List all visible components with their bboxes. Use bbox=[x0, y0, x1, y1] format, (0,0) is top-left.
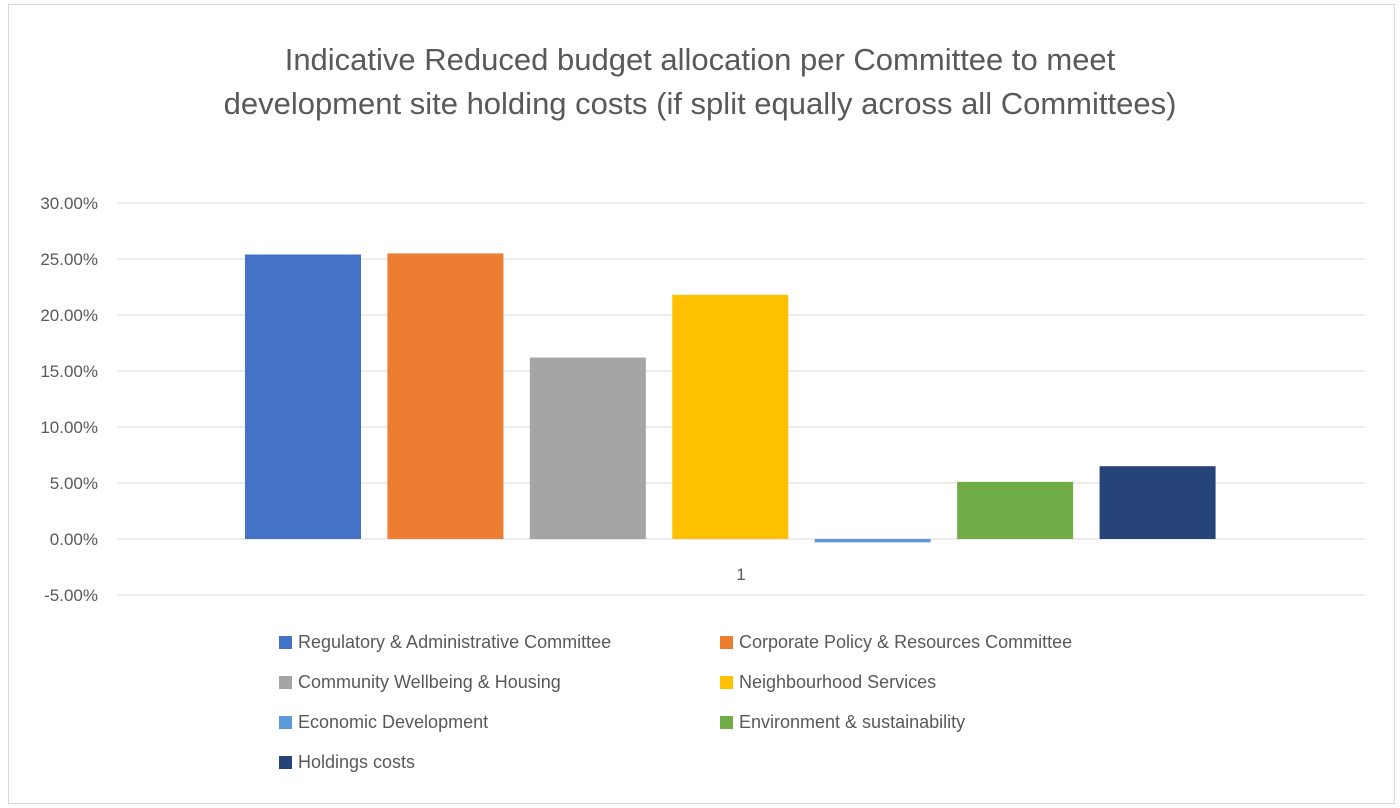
y-tick-label: 5.00% bbox=[50, 474, 98, 493]
legend-swatch bbox=[279, 676, 292, 689]
bar-community-wellbeing-housing bbox=[529, 357, 646, 539]
legend-item: Neighbourhood Services bbox=[720, 672, 936, 693]
y-tick-label: 15.00% bbox=[40, 362, 98, 381]
y-tick-label: 25.00% bbox=[40, 250, 98, 269]
legend-item: Regulatory & Administrative Committee bbox=[279, 632, 611, 653]
legend-label: Regulatory & Administrative Committee bbox=[298, 632, 612, 652]
y-tick-label: 30.00% bbox=[40, 194, 98, 213]
legend-label: Environment & sustainability bbox=[739, 712, 966, 732]
legend-swatch bbox=[720, 636, 733, 649]
legend-swatch bbox=[720, 716, 733, 729]
legend-swatch bbox=[279, 636, 292, 649]
legend-label: Neighbourhood Services bbox=[739, 672, 937, 692]
legend-label: Corporate Policy & Resources Committee bbox=[739, 632, 1073, 652]
legend-swatch bbox=[279, 716, 292, 729]
y-tick-label: -5.00% bbox=[44, 586, 98, 605]
legend-label: Economic Development bbox=[298, 712, 489, 732]
legend-label: Holdings costs bbox=[298, 752, 416, 772]
chart-title: Indicative Reduced budget allocation per… bbox=[223, 42, 1177, 121]
bar-regulatory-administrative-committee bbox=[245, 254, 361, 539]
bar-corporate-policy-resources-committee bbox=[387, 253, 504, 539]
x-category-label: 1 bbox=[736, 565, 745, 584]
legend-swatch bbox=[720, 676, 733, 689]
y-tick-label: 0.00% bbox=[50, 530, 98, 549]
legend-item: Community Wellbeing & Housing bbox=[279, 672, 561, 693]
legend-item: Environment & sustainability bbox=[720, 712, 965, 733]
legend-swatch bbox=[279, 756, 292, 769]
bar-environment-sustainability bbox=[957, 481, 1074, 539]
legend-item: Corporate Policy & Resources Committee bbox=[720, 632, 1072, 653]
legend-item: Holdings costs bbox=[279, 752, 415, 773]
y-tick-label: 10.00% bbox=[40, 418, 98, 437]
legend-item: Economic Development bbox=[279, 712, 488, 733]
bar-neighbourhood-services bbox=[672, 294, 789, 539]
y-tick-label: 20.00% bbox=[40, 306, 98, 325]
bar-economic-development bbox=[814, 539, 931, 543]
legend-label: Community Wellbeing & Housing bbox=[298, 672, 561, 692]
bar-holdings-costs bbox=[1099, 466, 1216, 539]
